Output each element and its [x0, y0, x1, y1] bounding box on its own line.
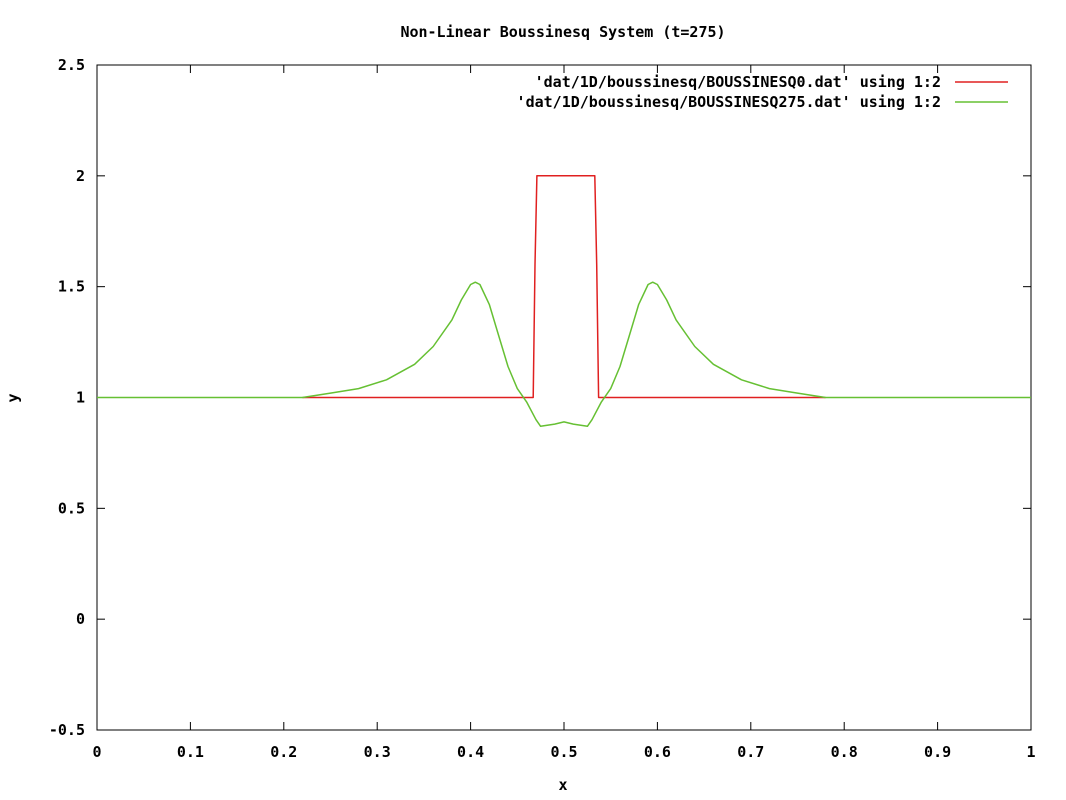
x-tick-label: 0.9: [924, 743, 951, 761]
x-tick-label: 0.5: [550, 743, 577, 761]
x-axis-label: x: [558, 776, 567, 794]
y-tick-label: 1.5: [58, 278, 85, 296]
series-line-2: [97, 281, 1031, 428]
legend: 'dat/1D/boussinesq/BOUSSINESQ0.dat' usin…: [517, 73, 1008, 111]
series-lines: [97, 175, 1031, 428]
x-tick-label: 0.3: [364, 743, 391, 761]
y-tick-label: 2: [76, 167, 85, 185]
series-line-1: [302, 175, 826, 399]
x-tick-labels: 0 0.1 0.2 0.3 0.4 0.5 0.6 0.7 0.8 0.9 1: [92, 743, 1035, 761]
x-tick-label: 0.7: [737, 743, 764, 761]
y-tick-label: 0.5: [58, 499, 85, 517]
y-tick-labels: -0.5 0 0.5 1 1.5 2 2.5: [49, 56, 85, 739]
x-tick-label: 0: [92, 743, 101, 761]
x-tick-label: 0.1: [177, 743, 204, 761]
y-axis-label: y: [4, 393, 22, 402]
y-tick-label: 1: [76, 389, 85, 407]
x-tick-label: 1: [1026, 743, 1035, 761]
chart-title: Non-Linear Boussinesq System (t=275): [400, 23, 725, 41]
x-tick-label: 0.4: [457, 743, 484, 761]
x-tick-label: 0.2: [270, 743, 297, 761]
y-tick-label: -0.5: [49, 721, 85, 739]
x-tick-label: 0.8: [831, 743, 858, 761]
y-tick-label: 0: [76, 610, 85, 628]
legend-label-1: 'dat/1D/boussinesq/BOUSSINESQ0.dat' usin…: [535, 73, 941, 91]
x-tick-label: 0.6: [644, 743, 671, 761]
legend-label-2: 'dat/1D/boussinesq/BOUSSINESQ275.dat' us…: [517, 93, 941, 111]
axis-ticks: [96, 64, 1032, 731]
y-tick-label: 2.5: [58, 56, 85, 74]
